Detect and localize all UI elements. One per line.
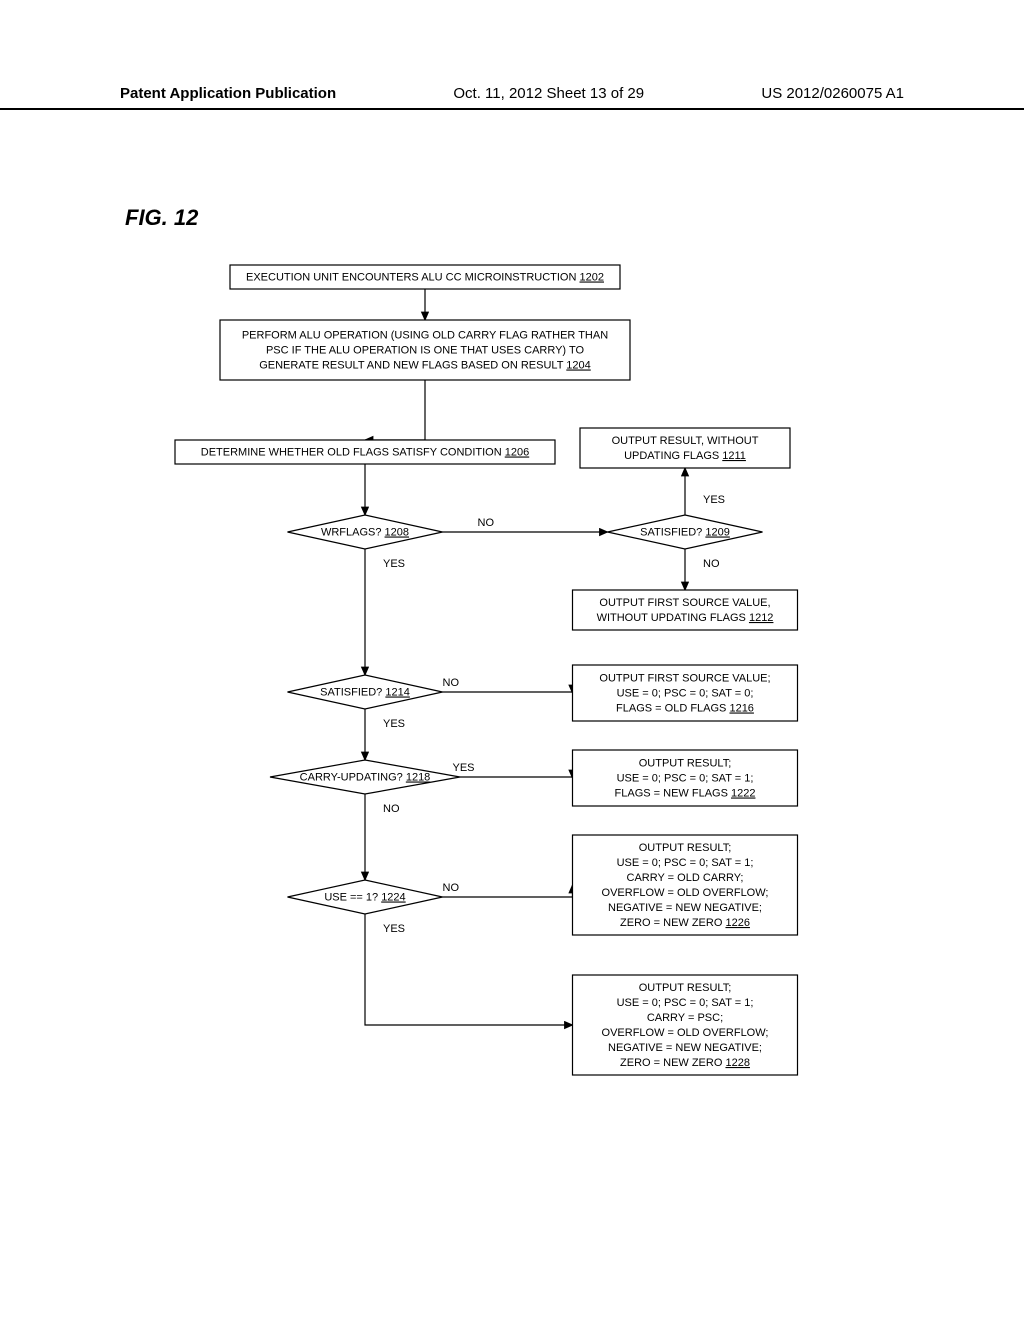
svg-text:NEGATIVE = NEW NEGATIVE;: NEGATIVE = NEW NEGATIVE; (608, 1042, 762, 1054)
edge-label: YES (703, 494, 725, 506)
flow-node-n1212: OUTPUT FIRST SOURCE VALUE, WITHOUT UPDATI… (573, 590, 798, 630)
svg-text:OUTPUT RESULT;: OUTPUT RESULT; (639, 758, 732, 770)
flow-node-n1228: OUTPUT RESULT; USE = 0; PSC = 0; SAT = 1;… (573, 975, 798, 1075)
svg-text:SATISFIED? 1214: SATISFIED? 1214 (320, 687, 410, 699)
edge-label: NO (443, 882, 460, 894)
svg-text:DETERMINE WHETHER OLD FLAGS SA: DETERMINE WHETHER OLD FLAGS SATISFY COND… (201, 447, 529, 459)
flow-node-n1218: CARRY-UPDATING? 1218 (270, 760, 460, 794)
svg-text:CARRY-UPDATING? 1218: CARRY-UPDATING? 1218 (300, 772, 431, 784)
header-left: Patent Application Publication (120, 85, 336, 102)
svg-text:WITHOUT UPDATING FLAGS 1212: WITHOUT UPDATING FLAGS 1212 (597, 612, 774, 624)
svg-text:PSC IF THE ALU OPERATION IS ON: PSC IF THE ALU OPERATION IS ONE THAT USE… (266, 345, 584, 357)
flow-node-n1224: USE == 1? 1224 (288, 880, 443, 914)
edge-label: YES (383, 558, 405, 570)
edge-label: NO (703, 558, 720, 570)
flow-node-n1214: SATISFIED? 1214 (288, 675, 443, 709)
svg-text:OUTPUT RESULT;: OUTPUT RESULT; (639, 982, 732, 994)
flow-node-n1206: DETERMINE WHETHER OLD FLAGS SATISFY COND… (175, 440, 555, 464)
flow-node-n1222: OUTPUT RESULT; USE = 0; PSC = 0; SAT = 1;… (573, 750, 798, 806)
flow-edge (460, 777, 573, 778)
svg-text:UPDATING FLAGS 1211: UPDATING FLAGS 1211 (624, 450, 746, 462)
flow-edge (443, 885, 573, 897)
svg-text:ZERO = NEW ZERO 1226: ZERO = NEW ZERO 1226 (620, 917, 750, 929)
edge-label: NO (478, 517, 495, 529)
svg-text:OVERFLOW = OLD OVERFLOW;: OVERFLOW = OLD OVERFLOW; (602, 1027, 769, 1039)
svg-text:NEGATIVE = NEW NEGATIVE;: NEGATIVE = NEW NEGATIVE; (608, 902, 762, 914)
svg-text:USE = 0; PSC = 0; SAT = 1;: USE = 0; PSC = 0; SAT = 1; (617, 773, 754, 785)
svg-text:CARRY = OLD CARRY;: CARRY = OLD CARRY; (627, 872, 744, 884)
edge-label: YES (383, 923, 405, 935)
figure-label: FIG. 12 (125, 205, 198, 231)
svg-text:USE = 0; PSC = 0; SAT = 1;: USE = 0; PSC = 0; SAT = 1; (617, 857, 754, 869)
edge-label: YES (383, 718, 405, 730)
flow-node-n1209: SATISFIED? 1209 (608, 515, 763, 549)
flow-node-n1208: WRFLAGS? 1208 (288, 515, 443, 549)
svg-text:SATISFIED? 1209: SATISFIED? 1209 (640, 527, 730, 539)
svg-text:OUTPUT RESULT;: OUTPUT RESULT; (639, 842, 732, 854)
flow-node-n1211: OUTPUT RESULT, WITHOUT UPDATING FLAGS 121… (580, 428, 790, 468)
header-right: US 2012/0260075 A1 (761, 85, 904, 102)
svg-text:FLAGS = NEW FLAGS 1222: FLAGS = NEW FLAGS 1222 (615, 788, 756, 800)
svg-text:USE == 1? 1224: USE == 1? 1224 (324, 892, 405, 904)
svg-text:OUTPUT FIRST SOURCE VALUE;: OUTPUT FIRST SOURCE VALUE; (599, 673, 770, 685)
flowchart: NO YES YES NO NO YES YES NO NO YES EXECUTION UNIT… (150, 260, 890, 1200)
svg-text:ZERO = NEW ZERO 1228: ZERO = NEW ZERO 1228 (620, 1057, 750, 1069)
svg-text:OVERFLOW = OLD OVERFLOW;: OVERFLOW = OLD OVERFLOW; (602, 887, 769, 899)
svg-text:OUTPUT RESULT, WITHOUT: OUTPUT RESULT, WITHOUT (612, 435, 759, 447)
edge-label: YES (453, 762, 475, 774)
flow-node-n1216: OUTPUT FIRST SOURCE VALUE; USE = 0; PSC =… (573, 665, 798, 721)
svg-text:CARRY = PSC;: CARRY = PSC; (647, 1012, 723, 1024)
page-header: Patent Application Publication Oct. 11, … (0, 85, 1024, 110)
header-center: Oct. 11, 2012 Sheet 13 of 29 (453, 85, 644, 102)
flow-node-n1226: OUTPUT RESULT; USE = 0; PSC = 0; SAT = 1;… (573, 835, 798, 935)
svg-text:GENERATE RESULT AND NEW FLAGS: GENERATE RESULT AND NEW FLAGS BASED ON R… (259, 360, 591, 372)
flow-node-n1202: EXECUTION UNIT ENCOUNTERS ALU CC MICROIN… (230, 265, 620, 289)
svg-text:EXECUTION UNIT ENCOUNTERS ALU: EXECUTION UNIT ENCOUNTERS ALU CC MICROIN… (246, 272, 604, 284)
svg-text:PERFORM ALU OPERATION (USING O: PERFORM ALU OPERATION (USING OLD CARRY F… (242, 330, 608, 342)
flow-edge (443, 692, 573, 693)
svg-text:WRFLAGS? 1208: WRFLAGS? 1208 (321, 527, 409, 539)
flow-node-n1204: PERFORM ALU OPERATION (USING OLD CARRY F… (220, 320, 630, 380)
svg-text:OUTPUT FIRST SOURCE VALUE,: OUTPUT FIRST SOURCE VALUE, (599, 597, 770, 609)
edge-label: NO (443, 677, 460, 689)
flow-edge (365, 380, 425, 440)
svg-text:FLAGS = OLD FLAGS 1216: FLAGS = OLD FLAGS 1216 (616, 703, 754, 715)
svg-text:USE = 0; PSC = 0; SAT = 1;: USE = 0; PSC = 0; SAT = 1; (617, 997, 754, 1009)
svg-text:USE = 0; PSC = 0; SAT = 0;: USE = 0; PSC = 0; SAT = 0; (617, 688, 754, 700)
edge-label: NO (383, 803, 400, 815)
